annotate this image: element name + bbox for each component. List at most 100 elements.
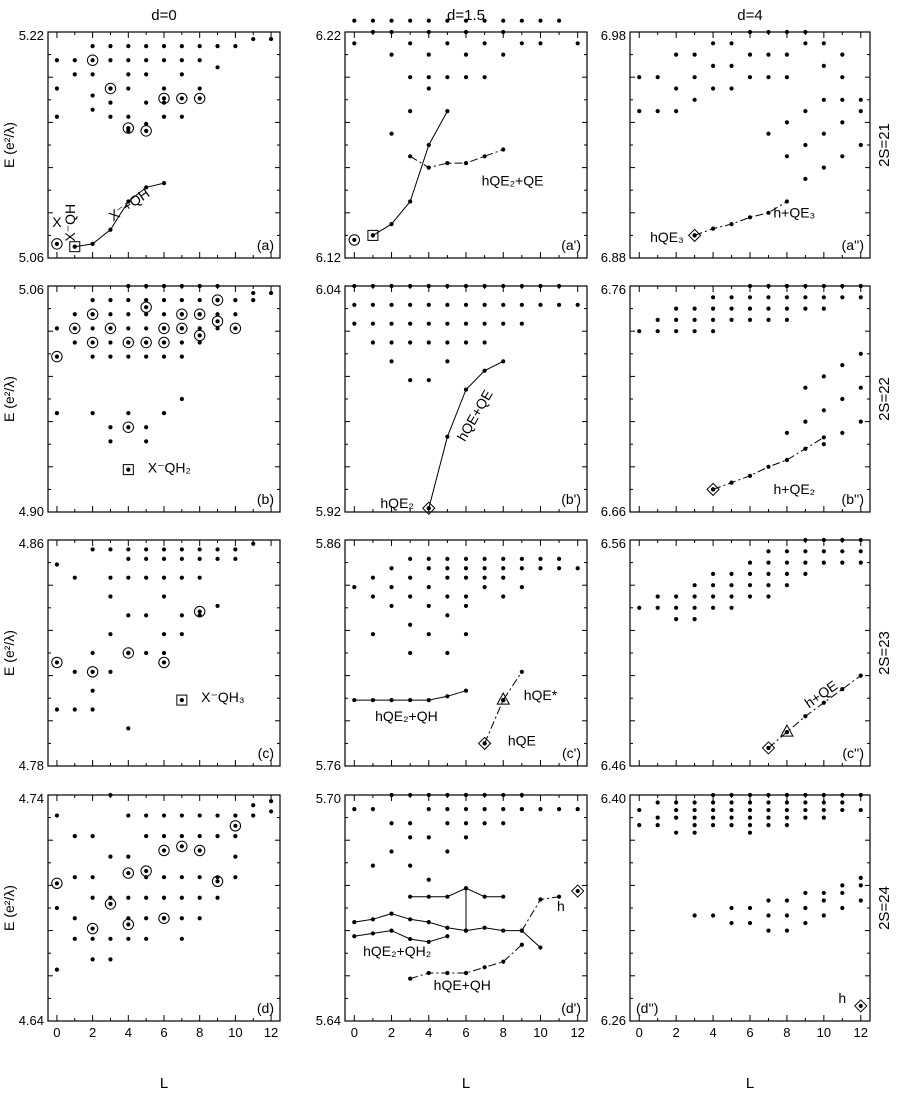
y-tick-label: 5.64 bbox=[316, 1013, 341, 1028]
data-point bbox=[840, 283, 845, 289]
data-point bbox=[747, 815, 753, 820]
data-point bbox=[858, 385, 863, 390]
data-point bbox=[408, 650, 413, 656]
data-point bbox=[674, 830, 679, 835]
series-line bbox=[521, 896, 560, 931]
data-point bbox=[90, 72, 95, 77]
data-point bbox=[637, 807, 642, 813]
annotation: hQE₂+QH₂ bbox=[363, 943, 431, 959]
data-point bbox=[766, 560, 771, 565]
data-point bbox=[803, 807, 808, 813]
data-point bbox=[858, 283, 863, 289]
annotation: X⁻QH₂ bbox=[148, 459, 191, 475]
data-point bbox=[710, 583, 716, 588]
panel-label: (c') bbox=[562, 745, 581, 761]
data-point bbox=[408, 340, 413, 345]
data-point bbox=[747, 317, 753, 322]
data-point bbox=[268, 799, 274, 804]
data-point bbox=[108, 439, 113, 444]
data-point bbox=[370, 283, 376, 289]
data-point bbox=[519, 584, 524, 590]
data-point bbox=[144, 547, 149, 552]
data-point bbox=[108, 632, 113, 637]
line-point bbox=[144, 185, 149, 190]
data-point bbox=[370, 594, 376, 599]
line-point bbox=[352, 920, 357, 925]
data-point bbox=[215, 603, 220, 609]
circled-point bbox=[211, 875, 224, 887]
data-point bbox=[161, 813, 167, 818]
y-tick-label: 6.40 bbox=[601, 791, 626, 806]
data-point bbox=[179, 833, 184, 839]
data-point bbox=[54, 660, 60, 665]
data-point bbox=[144, 305, 149, 310]
data-point bbox=[692, 329, 697, 334]
line-point bbox=[463, 886, 469, 891]
data-point bbox=[840, 905, 845, 911]
data-point bbox=[803, 142, 808, 148]
data-point bbox=[144, 283, 149, 289]
data-point bbox=[72, 244, 77, 249]
panel-c'': 6.46 6.56 h+QE (c'') bbox=[601, 536, 871, 773]
line-point bbox=[729, 480, 734, 485]
data-point bbox=[408, 18, 413, 23]
data-point bbox=[729, 905, 734, 911]
line-point bbox=[463, 387, 469, 392]
data-point bbox=[538, 556, 543, 561]
data-point bbox=[501, 52, 506, 57]
data-point bbox=[482, 807, 487, 812]
data-point bbox=[840, 800, 845, 805]
data-point bbox=[215, 44, 220, 49]
y-tick-label: 4.86 bbox=[19, 536, 44, 551]
data-point bbox=[72, 936, 77, 941]
line-point bbox=[445, 109, 450, 114]
data-point bbox=[519, 792, 524, 798]
data-point bbox=[233, 813, 238, 818]
line-point bbox=[766, 464, 771, 469]
y-tick-label: 6.56 bbox=[601, 536, 626, 551]
annotation: hQE+QE bbox=[454, 387, 496, 444]
data-point bbox=[519, 302, 524, 307]
data-point bbox=[821, 815, 826, 820]
data-point bbox=[144, 556, 149, 561]
data-point bbox=[90, 107, 95, 112]
data-point bbox=[72, 916, 77, 921]
circled-point bbox=[86, 54, 99, 66]
data-point bbox=[674, 306, 679, 311]
data-point bbox=[72, 340, 77, 345]
data-point bbox=[161, 875, 167, 880]
annotation: h+QE bbox=[802, 677, 841, 711]
data-point bbox=[729, 920, 734, 926]
data-point bbox=[215, 319, 220, 324]
y-tick-label: 6.88 bbox=[601, 250, 626, 265]
data-point bbox=[747, 583, 753, 588]
data-point bbox=[126, 125, 131, 131]
data-point bbox=[674, 815, 679, 820]
circled-point bbox=[211, 315, 224, 328]
line-point bbox=[710, 226, 716, 231]
line-point bbox=[445, 970, 450, 976]
data-point bbox=[519, 556, 524, 561]
circled-point bbox=[69, 322, 81, 335]
data-point bbox=[268, 36, 274, 42]
data-point bbox=[747, 792, 753, 798]
data-point bbox=[215, 833, 220, 839]
data-point bbox=[482, 41, 487, 46]
data-point bbox=[408, 821, 413, 826]
data-point bbox=[556, 302, 562, 307]
data-point bbox=[233, 833, 238, 839]
panel-frame bbox=[344, 285, 588, 513]
data-point bbox=[840, 120, 845, 125]
data-point bbox=[108, 547, 113, 552]
data-point bbox=[766, 800, 771, 805]
data-point bbox=[445, 821, 450, 826]
data-point bbox=[575, 566, 580, 571]
data-point bbox=[463, 556, 469, 561]
annotation: hQE₂+QE bbox=[482, 173, 544, 189]
data-point bbox=[710, 487, 716, 492]
data-point bbox=[54, 114, 60, 119]
line-point bbox=[108, 227, 113, 232]
data-point bbox=[144, 936, 149, 941]
data-point bbox=[445, 340, 450, 345]
data-point bbox=[821, 537, 826, 543]
